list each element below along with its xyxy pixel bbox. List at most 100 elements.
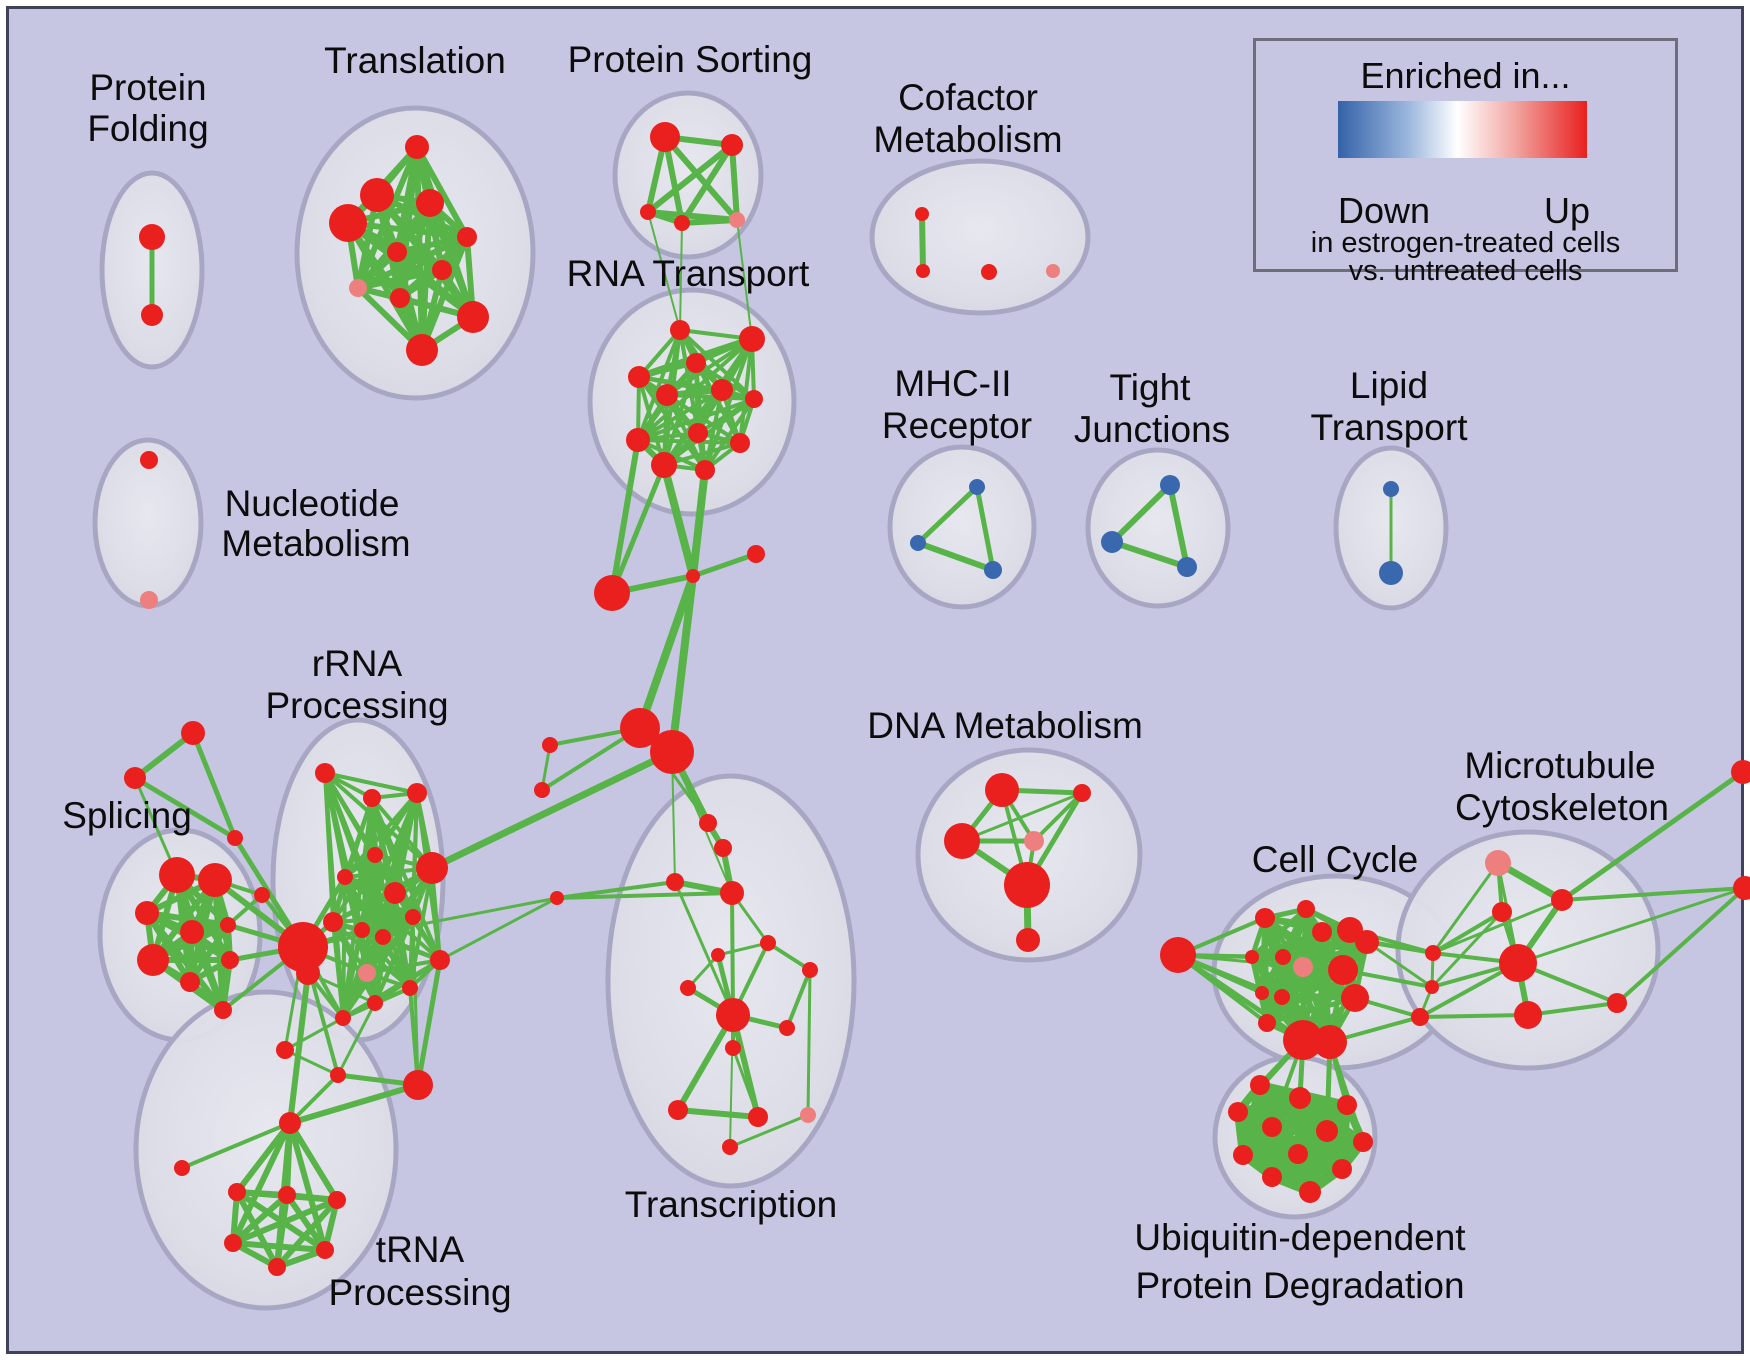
- edge: [555, 891, 734, 900]
- gene-set-node: [1425, 945, 1441, 961]
- gene-set-node: [1293, 957, 1313, 977]
- edge: [360, 915, 415, 932]
- gene-set-node: [329, 204, 367, 242]
- edge: [728, 1113, 810, 1149]
- gene-set-node: [1379, 561, 1403, 585]
- edge: [287, 970, 311, 1126]
- legend-title: Enriched in...: [1360, 55, 1571, 96]
- gene-set-node: [214, 1001, 232, 1019]
- edge: [703, 397, 756, 472]
- cluster-label-rrna-processing: Processing: [265, 685, 448, 726]
- edge: [287, 1082, 421, 1126]
- gene-set-node: [1004, 862, 1050, 908]
- gene-set-node: [1485, 850, 1511, 876]
- legend-gradient-bar: [1338, 101, 1587, 158]
- gene-set-node: [916, 264, 930, 278]
- edge: [414, 144, 470, 240]
- gene-set-node: [403, 1070, 433, 1100]
- gene-set-node: [745, 390, 763, 408]
- gene-set-node: [180, 920, 204, 944]
- edge: [662, 397, 756, 467]
- gene-set-node: [1383, 481, 1399, 497]
- edge: [1516, 886, 1747, 965]
- edge: [675, 1012, 736, 1113]
- gene-set-node: [1514, 1001, 1542, 1029]
- edge: [230, 1120, 293, 1246]
- edge: [555, 880, 677, 900]
- gene-set-node: [430, 950, 450, 970]
- gene-set-node: [534, 782, 550, 798]
- edge: [381, 935, 442, 962]
- edge: [662, 134, 740, 223]
- edge: [1430, 910, 1504, 989]
- gene-set-node: [915, 207, 929, 221]
- gene-set-node: [402, 980, 418, 996]
- edge: [323, 771, 419, 795]
- gene-set-node: [650, 730, 694, 774]
- gene-set-node: [367, 995, 383, 1011]
- gene-set-node: [279, 1112, 301, 1134]
- gene-set-node: [323, 912, 343, 932]
- gene-set-node: [457, 301, 489, 333]
- edge: [1615, 886, 1747, 1005]
- gene-set-node: [1255, 908, 1275, 928]
- cluster-label-dna-metabolism: DNA Metabolism: [867, 705, 1143, 746]
- edge: [679, 142, 735, 226]
- gene-set-node: [330, 1067, 346, 1083]
- edge: [1328, 1040, 1365, 1144]
- gene-set-node: [407, 783, 427, 803]
- gene-set-node: [1299, 1181, 1321, 1203]
- gene-set-node: [1250, 1075, 1270, 1095]
- gene-set-node: [1328, 955, 1358, 985]
- gene-set-node: [1258, 1014, 1276, 1032]
- cluster-label-tight-junctions: Junctions: [1074, 409, 1230, 450]
- edge: [678, 328, 756, 401]
- edge: [668, 572, 697, 756]
- gene-set-node: [141, 304, 163, 326]
- edge: [132, 775, 238, 841]
- edge: [1176, 953, 1305, 969]
- gene-set-node: [640, 204, 656, 220]
- cluster-label-tight-junctions: Tight: [1110, 367, 1192, 408]
- gene-set-node: [686, 569, 700, 583]
- gene-set-node: [711, 948, 725, 962]
- edge: [274, 1192, 290, 1270]
- cluster-label-microtubule-cytoskeleton: Cytoskeleton: [1455, 787, 1669, 828]
- cluster-label-mhc-ii-receptor: Receptor: [882, 405, 1032, 446]
- gene-set-node: [1411, 1008, 1429, 1026]
- edge: [609, 462, 667, 596]
- cluster-label-protein-folding: Folding: [87, 108, 208, 149]
- gene-set-node: [140, 591, 158, 609]
- edge: [230, 1192, 290, 1246]
- edge: [974, 484, 996, 573]
- edge: [675, 1107, 761, 1120]
- gene-set-node: [1499, 944, 1537, 982]
- gene-set-node: [1341, 984, 1369, 1012]
- gene-set-node: [656, 384, 678, 406]
- gene-set-node: [802, 962, 818, 978]
- gene-set-node: [1297, 900, 1315, 918]
- cluster-ellipse-cofactor-metabolism: [869, 158, 1091, 316]
- gene-set-node: [730, 433, 750, 453]
- edge: [736, 219, 753, 340]
- gene-set-node: [228, 1183, 246, 1201]
- edge: [415, 957, 443, 1088]
- edge: [306, 971, 377, 1005]
- gene-set-node: [1255, 986, 1269, 1000]
- gene-set-node: [335, 1010, 351, 1026]
- edge: [343, 875, 415, 919]
- gene-set-node: [542, 737, 558, 753]
- gene-set-node: [626, 428, 650, 452]
- gene-set-node: [220, 917, 236, 933]
- edge: [1431, 861, 1500, 955]
- gene-set-node: [1160, 937, 1196, 973]
- gene-set-node: [1283, 1020, 1323, 1060]
- gene-set-node: [221, 951, 239, 969]
- gene-set-node: [405, 135, 429, 159]
- edge: [609, 437, 641, 596]
- gene-set-node: [224, 1234, 242, 1252]
- gene-set-node: [1353, 1132, 1373, 1152]
- cluster-ellipse-tight-junctions: [1085, 447, 1231, 609]
- gene-set-node: [680, 980, 696, 996]
- gene-set-node: [337, 869, 353, 885]
